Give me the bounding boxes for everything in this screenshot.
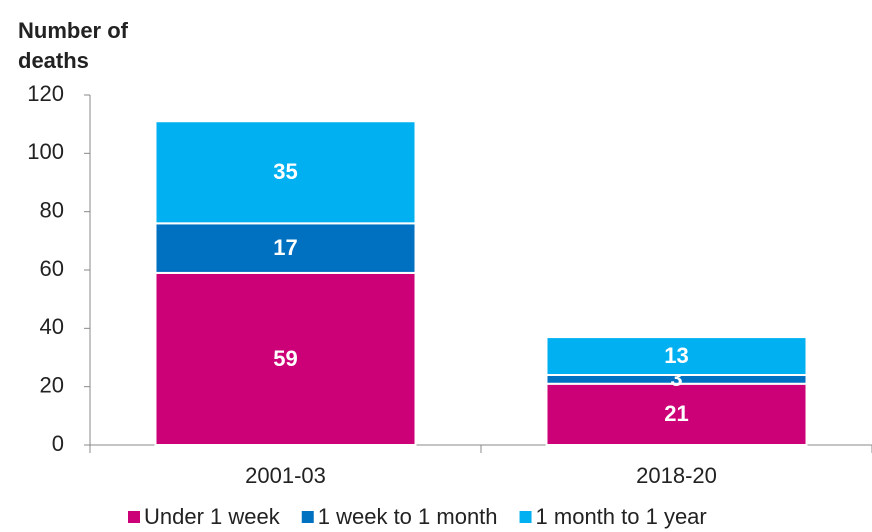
data-label: 13 xyxy=(664,343,688,368)
data-label: 59 xyxy=(273,346,297,371)
bar-segment xyxy=(545,336,808,377)
x-tick-label: 2001-03 xyxy=(245,463,326,488)
y-tick-label: 40 xyxy=(40,314,64,339)
legend-swatch xyxy=(128,511,140,523)
bar-segment xyxy=(154,120,417,225)
y-tick-label: 120 xyxy=(27,81,64,106)
y-tick-label: 60 xyxy=(40,256,64,281)
y-tick-label: 100 xyxy=(27,139,64,164)
bar-segment xyxy=(154,271,417,446)
y-tick-label: 20 xyxy=(40,372,64,397)
x-tick-label: 2018-20 xyxy=(636,463,717,488)
bar-segment xyxy=(154,222,417,274)
legend-label: Under 1 week xyxy=(144,504,281,529)
legend-swatch xyxy=(301,511,314,523)
legend-swatch xyxy=(519,511,532,523)
legend-label: 1 month to 1 year xyxy=(536,504,707,529)
data-label: 21 xyxy=(664,401,688,426)
data-label: 17 xyxy=(273,235,297,260)
data-label: 35 xyxy=(273,159,297,184)
bar-segment xyxy=(545,382,808,446)
y-tick-label: 0 xyxy=(52,431,64,456)
legend-label: 1 week to 1 month xyxy=(318,504,498,529)
y-axis-title: Number of deaths xyxy=(18,18,128,73)
y-tick-label: 80 xyxy=(40,197,64,222)
